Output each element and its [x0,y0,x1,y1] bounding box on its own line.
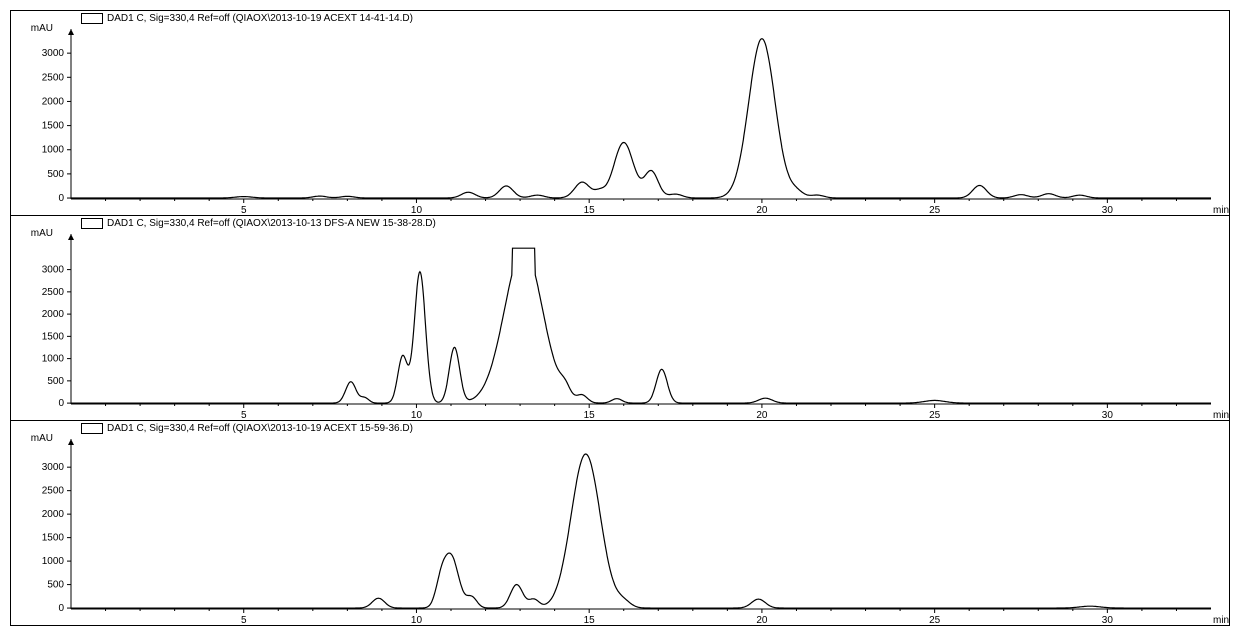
chromatogram-panel-1: DAD1 C, Sig=330,4 Ref=off (QIAOX\2013-10… [11,11,1229,216]
svg-text:500: 500 [47,169,64,180]
svg-text:25: 25 [929,205,941,215]
legend-swatch-icon [81,423,103,434]
legend-text: DAD1 C, Sig=330,4 Ref=off (QIAOX\2013-10… [107,423,413,434]
legend-swatch-icon [81,218,103,229]
svg-text:1000: 1000 [42,556,65,567]
chart-svg-2: 0 500 1000 1500 2000 2500 3000 mAU 5 10 15 20 25 30 mi… [11,216,1229,420]
svg-text:500: 500 [47,376,64,387]
chromatogram-panel-2: DAD1 C, Sig=330,4 Ref=off (QIAOX\2013-10… [11,216,1229,421]
svg-text:2500: 2500 [42,287,65,298]
svg-text:1000: 1000 [42,354,65,365]
svg-text:15: 15 [584,615,596,625]
svg-text:20: 20 [756,205,768,215]
svg-text:5: 5 [241,615,247,625]
svg-text:1500: 1500 [42,121,65,132]
svg-text:500: 500 [47,580,64,591]
svg-text:3000: 3000 [42,265,65,276]
svg-text:15: 15 [584,410,596,420]
svg-text:1500: 1500 [42,533,65,544]
svg-text:mAU: mAU [31,433,53,444]
svg-text:5: 5 [241,205,247,215]
svg-text:min: min [1213,410,1229,420]
svg-text:mAU: mAU [31,23,53,34]
svg-text:20: 20 [756,615,768,625]
legend-text: DAD1 C, Sig=330,4 Ref=off (QIAOX\2013-10… [107,218,436,229]
svg-text:0: 0 [58,603,64,614]
svg-text:10: 10 [411,410,423,420]
legend-swatch-icon [81,13,103,24]
chromatogram-panel-3: DAD1 C, Sig=330,4 Ref=off (QIAOX\2013-10… [11,421,1229,625]
svg-text:min: min [1213,205,1229,215]
svg-text:min: min [1213,615,1229,625]
svg-text:15: 15 [584,205,596,215]
svg-text:mAU: mAU [31,228,53,239]
svg-text:3000: 3000 [42,48,65,59]
svg-text:25: 25 [929,615,941,625]
svg-text:30: 30 [1102,205,1114,215]
svg-text:2000: 2000 [42,509,65,520]
svg-text:5: 5 [241,410,247,420]
legend-3: DAD1 C, Sig=330,4 Ref=off (QIAOX\2013-10… [81,423,413,434]
svg-text:25: 25 [929,410,941,420]
svg-text:30: 30 [1102,410,1114,420]
svg-text:0: 0 [58,398,64,409]
chromatogram-stack: DAD1 C, Sig=330,4 Ref=off (QIAOX\2013-10… [10,10,1230,626]
svg-text:0: 0 [58,193,64,204]
svg-text:20: 20 [756,410,768,420]
legend-1: DAD1 C, Sig=330,4 Ref=off (QIAOX\2013-10… [81,13,413,24]
svg-text:2000: 2000 [42,309,65,320]
svg-text:10: 10 [411,615,423,625]
svg-text:1000: 1000 [42,145,65,156]
svg-text:10: 10 [411,205,423,215]
svg-text:1500: 1500 [42,331,65,342]
svg-text:2500: 2500 [42,72,65,83]
svg-text:3000: 3000 [42,462,65,473]
legend-text: DAD1 C, Sig=330,4 Ref=off (QIAOX\2013-10… [107,13,413,24]
legend-2: DAD1 C, Sig=330,4 Ref=off (QIAOX\2013-10… [81,218,436,229]
chart-svg-1: 0 500 1000 1500 2000 2500 3000 mAU 5 10 15 20 25 30 mi… [11,11,1229,215]
svg-text:30: 30 [1102,615,1114,625]
chart-svg-3: 0 500 1000 1500 2000 2500 3000 mAU 5 10 15 20 25 30 mi… [11,421,1229,625]
svg-text:2000: 2000 [42,96,65,107]
svg-text:2500: 2500 [42,486,65,497]
